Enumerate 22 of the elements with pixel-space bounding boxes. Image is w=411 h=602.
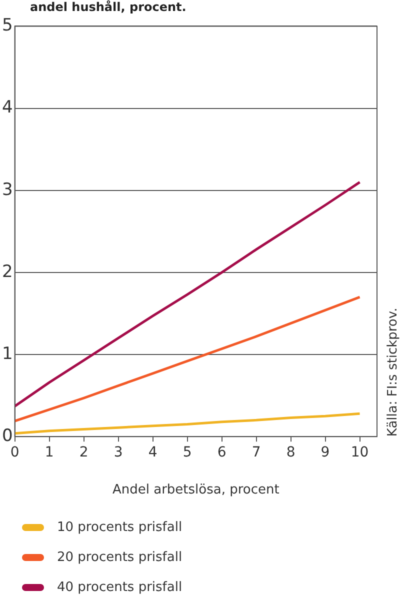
x-tick-label: 8 [286, 444, 296, 461]
x-tick-label: 5 [182, 444, 192, 461]
y-tick-label: 4 [2, 98, 13, 118]
y-tick-label: 5 [2, 16, 13, 36]
legend-label: 10 procents prisfall [57, 520, 182, 534]
y-tick-label: 1 [2, 344, 13, 364]
legend-label: 20 procents prisfall [57, 550, 182, 564]
x-tick-label: 3 [114, 444, 123, 461]
y-tick-label: 3 [2, 180, 13, 200]
x-axis-title: Andel arbetslösa, procent [112, 482, 280, 498]
y-tick-label: 2 [2, 262, 13, 282]
x-tick-label: 9 [320, 444, 330, 461]
x-tick-label: 6 [217, 444, 226, 461]
y-tick-label: 0 [2, 426, 13, 446]
chart-title: andel hushåll, procent. [29, 0, 188, 14]
x-tick-label: 7 [252, 444, 261, 461]
x-tick-label: 2 [79, 444, 88, 461]
x-tick-label: 4 [148, 444, 158, 461]
x-tick-label: 1 [44, 444, 54, 461]
x-tick-label: 10 [350, 444, 369, 461]
legend-label: 40 procents prisfall [57, 580, 182, 594]
text: Källa: FI:s stickprov. [385, 308, 400, 437]
